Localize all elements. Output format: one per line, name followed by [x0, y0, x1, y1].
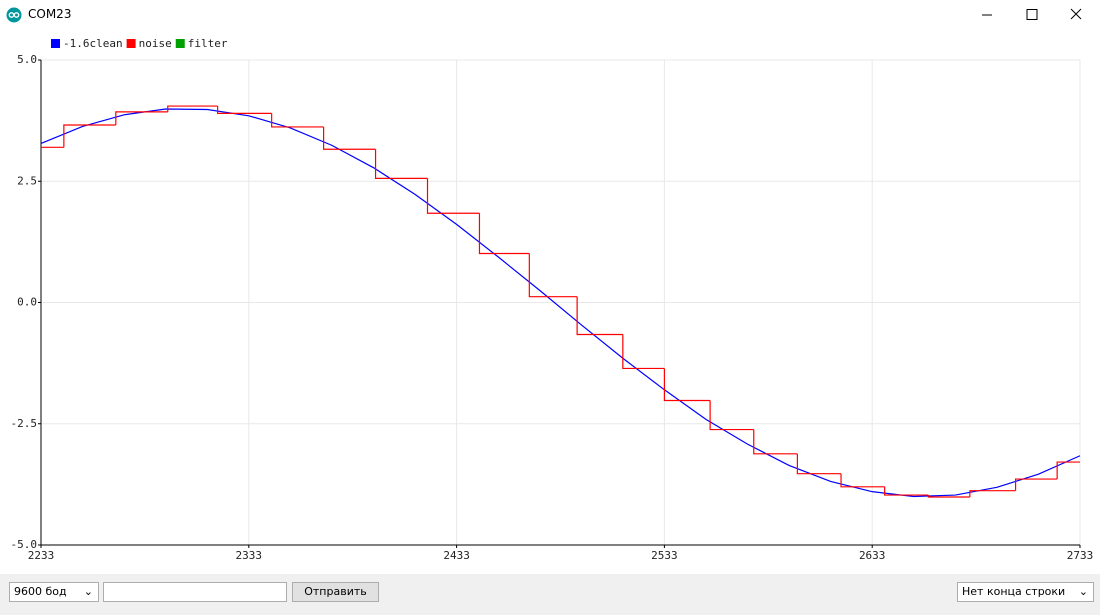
step-segment	[323, 126, 376, 150]
baud-select[interactable]: 9600 бод ⌄	[9, 582, 99, 602]
series-line	[40, 108, 1081, 498]
send-button[interactable]: Отправить	[292, 582, 379, 602]
step-segment	[1056, 461, 1080, 480]
step-segment	[217, 106, 272, 114]
window-title: COM23	[28, 7, 72, 21]
step-segment	[927, 495, 970, 498]
x-tick-label: 2433	[443, 549, 470, 562]
step-segment	[528, 253, 578, 298]
window-buttons[interactable]	[960, 0, 1090, 30]
step-segment	[663, 368, 711, 402]
bottom-bar: 9600 бод ⌄ Отправить Нет конца строки ⌄	[0, 574, 1100, 615]
x-tick-label: 2233	[28, 549, 55, 562]
legend-swatch	[126, 39, 136, 48]
baud-label: 9600 бод	[14, 585, 67, 598]
step-segment	[63, 124, 116, 148]
legend-swatch	[175, 39, 185, 48]
step-segment	[1014, 478, 1058, 491]
step-segment	[426, 178, 480, 214]
y-tick-label: 5.0	[17, 53, 37, 66]
y-tick-label: -2.5	[11, 417, 38, 430]
y-tick-label: 0.0	[17, 296, 37, 309]
x-tick-label: 2333	[236, 549, 263, 562]
step-segment	[840, 473, 885, 488]
app-icon	[6, 7, 22, 23]
x-tick-label: 2733	[1067, 549, 1094, 562]
title-bar: COM23	[0, 0, 1100, 30]
step-segment	[969, 490, 1016, 497]
x-tick-label: 2633	[859, 549, 886, 562]
step-segment	[753, 429, 798, 455]
maximize[interactable]	[1026, 9, 1038, 20]
x-tick-label: 2533	[651, 549, 678, 562]
step-segment	[576, 296, 623, 336]
legend-label: noise	[139, 37, 172, 50]
y-tick-label: -5.0	[11, 538, 38, 551]
step-segment	[622, 334, 665, 370]
y-tick-label: 2.5	[17, 174, 37, 187]
step-segment	[478, 213, 530, 255]
step-segment	[115, 111, 168, 125]
step-segment	[709, 400, 754, 431]
step-segment	[884, 486, 929, 496]
step-segment	[167, 105, 218, 112]
step-segment	[796, 453, 842, 475]
legend-swatch	[51, 39, 60, 48]
send-label: Отправить	[304, 585, 367, 598]
legend-label: -1.6clean	[63, 37, 123, 50]
line-ending-label: Нет конца строки	[962, 585, 1066, 598]
legend-label: filter	[188, 37, 228, 50]
send-input[interactable]	[103, 582, 287, 602]
line-ending-select[interactable]: Нет конца строки ⌄	[957, 582, 1094, 602]
step-segment	[374, 149, 428, 179]
close[interactable]	[1070, 8, 1082, 20]
step-segment	[271, 113, 324, 128]
